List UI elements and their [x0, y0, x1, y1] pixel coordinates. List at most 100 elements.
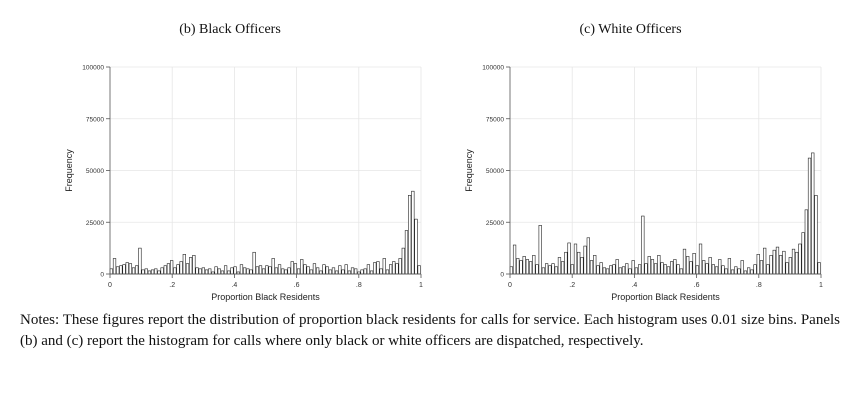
histogram-bar [303, 264, 307, 275]
histogram-bar [583, 245, 587, 275]
histogram-bar [239, 264, 244, 275]
histogram-bar [354, 268, 358, 275]
chart-title: (c) White Officers [579, 22, 682, 37]
histogram-bar [644, 263, 648, 275]
histogram-bar [243, 267, 247, 275]
histogram-bar [795, 251, 799, 275]
histogram-bar [593, 255, 597, 275]
histogram-bar [379, 268, 383, 275]
histogram-bar [128, 263, 133, 275]
histogram-bar [296, 268, 301, 275]
histogram-bar [398, 258, 402, 275]
histogram-bar [625, 263, 629, 275]
histogram-bar [116, 266, 120, 275]
histogram-bar [312, 263, 317, 275]
chart-panel-black-officers: (b) Black Officers 0 25000 50000 75000 10000… [0, 0, 440, 302]
histogram-bar [756, 254, 760, 275]
histogram-bar [395, 263, 399, 275]
histogram-bar [347, 270, 351, 275]
histogram-bar [408, 195, 412, 275]
histogram-bar [730, 269, 735, 275]
histogram-bar [227, 270, 231, 275]
histogram-bar [567, 242, 571, 275]
histogram-bar [724, 268, 728, 275]
histogram-bar [189, 257, 193, 275]
x-tick-label: 0 [108, 282, 112, 289]
histogram-bar [338, 265, 342, 275]
histogram-bar [814, 195, 818, 275]
x-tick-label: 1 [819, 282, 823, 289]
histogram-bar [621, 266, 626, 275]
x-tick-label: .6 [694, 282, 700, 289]
x-tick-label: 1 [419, 282, 423, 289]
histogram-bar [689, 261, 693, 275]
histogram-bar [198, 268, 202, 275]
histogram-bar [759, 260, 764, 275]
histogram-bar [596, 265, 600, 275]
histogram-bar [638, 264, 642, 275]
histogram-bar [306, 266, 310, 275]
y-tick-label: 50000 [486, 168, 504, 175]
histogram-bar [287, 267, 291, 275]
y-tick-label: 75000 [486, 116, 504, 123]
histogram-bar [702, 260, 706, 275]
histogram-bar [204, 269, 209, 275]
histogram-bar [679, 268, 683, 275]
histogram-bar [404, 230, 409, 275]
histogram-bar [721, 265, 725, 275]
histogram-bar [692, 253, 696, 275]
y-tick-label: 0 [100, 272, 104, 279]
histogram-bar [577, 251, 581, 275]
histogram-bar [647, 256, 651, 275]
histogram-bar [157, 270, 161, 275]
histogram-bar [650, 259, 655, 275]
histogram-bar [217, 268, 221, 275]
histogram-bar [561, 261, 565, 275]
x-tick-label: .8 [356, 282, 362, 289]
histogram-bar [360, 269, 364, 275]
histogram-bar [220, 270, 225, 275]
histogram-bar [173, 267, 177, 275]
y-tick-label: 0 [500, 272, 504, 279]
histogram-bar [589, 260, 594, 275]
histogram-bar [573, 243, 578, 275]
histogram-bar [753, 264, 757, 275]
histogram-bar [785, 262, 789, 275]
histogram-bar [743, 270, 748, 275]
histogram-bar [522, 256, 526, 275]
histogram-bar [417, 265, 421, 275]
histogram-bar [344, 264, 348, 275]
histogram-bar [551, 263, 555, 275]
histogram-bar [747, 267, 751, 275]
histogram-bar [414, 218, 418, 275]
histogram-bar [262, 268, 266, 275]
histogram-bar [763, 247, 767, 275]
histogram-bar [201, 267, 205, 275]
histogram-bar [586, 237, 590, 275]
histogram-bar [147, 270, 152, 275]
histogram-bar [125, 262, 129, 275]
histogram-bar [382, 258, 386, 275]
histogram-bar [258, 265, 263, 275]
histogram-bar [791, 248, 796, 275]
notes-line-2: Each histogram uses 0.01 size bins. Pane… [20, 312, 840, 349]
histogram-bar [698, 243, 703, 275]
histogram-bar [676, 264, 680, 275]
histogram-bar [811, 152, 815, 275]
histogram-bar [230, 267, 234, 275]
histogram-bar [535, 264, 539, 275]
histogram-bar [401, 247, 405, 275]
histogram-bar [214, 266, 218, 275]
histogram-bar [509, 266, 513, 275]
chart-panel-white-officers: (c) White Officers 0 25000 50000 75000 10000… [440, 0, 861, 302]
histogram-bar [271, 258, 275, 275]
histogram-bar [519, 260, 523, 275]
histogram-bar [376, 261, 380, 275]
histogram-bar [512, 244, 517, 275]
histogram-bar [705, 263, 709, 275]
histogram-bar [331, 267, 336, 275]
histogram-bar [737, 268, 741, 275]
histogram-bar [528, 261, 533, 275]
histogram-bar [195, 267, 199, 275]
histogram-bar [369, 270, 374, 275]
